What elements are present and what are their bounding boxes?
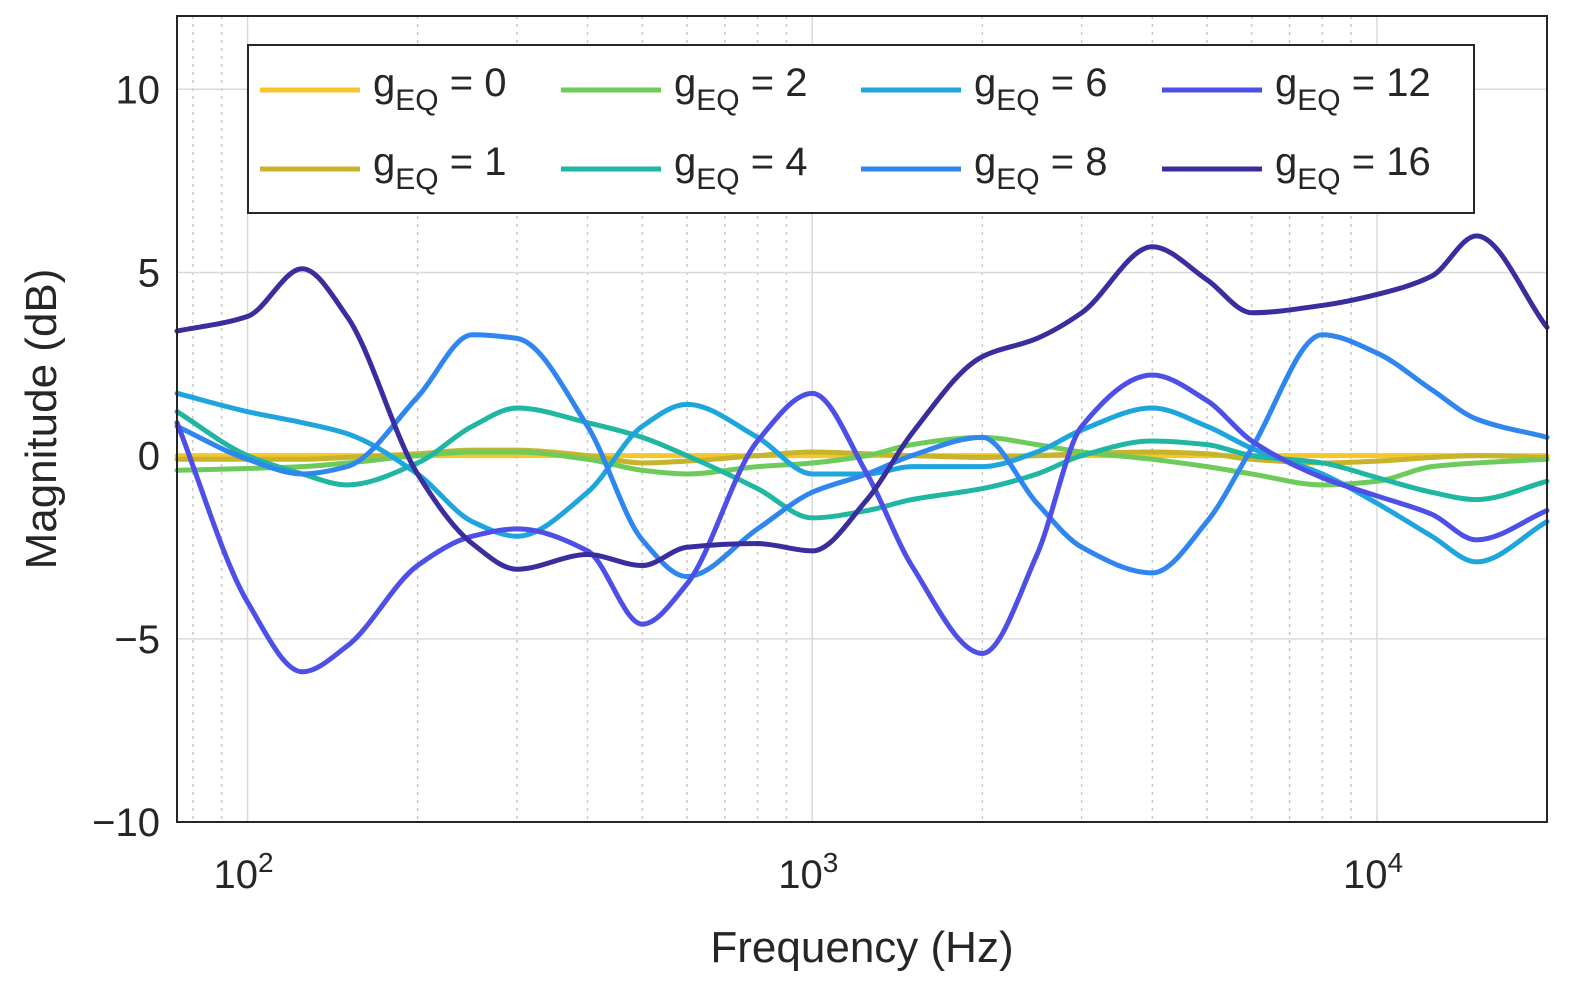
legend-box [247, 44, 1475, 214]
legend-value: = 8 [1040, 140, 1108, 184]
x-tick-exponent: 3 [823, 847, 839, 878]
legend-symbol: g [674, 61, 696, 105]
y-tick-label: 5 [138, 251, 160, 295]
y-tick-label: −5 [114, 618, 160, 662]
legend-symbol: g [1275, 61, 1297, 105]
legend-entry-0: gEQ = 0 [373, 61, 506, 117]
legend-value: = 16 [1341, 140, 1431, 184]
x-tick-label: 104 [1343, 847, 1403, 897]
y-tick-label: 0 [138, 435, 160, 479]
x-tick-base: 10 [778, 853, 823, 897]
x-tick-label: 103 [778, 847, 838, 897]
y-tick-label: 10 [116, 68, 161, 112]
legend-symbol: g [974, 61, 996, 105]
legend-value: = 6 [1040, 61, 1108, 105]
legend-subscript: EQ [395, 163, 438, 196]
legend-subscript: EQ [996, 163, 1039, 196]
legend-subscript: EQ [696, 163, 739, 196]
series-line-6 [174, 372, 1550, 675]
series-line-7 [174, 233, 1550, 572]
legend-subscript: EQ [395, 84, 438, 117]
legend-symbol: g [1275, 140, 1297, 184]
legend-symbol: g [373, 140, 395, 184]
legend-value: = 4 [740, 140, 808, 184]
y-axis-label: Magnitude (dB) [17, 269, 66, 570]
legend-entry-4: gEQ = 6 [974, 61, 1107, 117]
legend-subscript: EQ [1297, 163, 1340, 196]
legend-entry-3: gEQ = 4 [674, 140, 807, 196]
plot-frame [176, 15, 1548, 823]
x-tick-base: 10 [214, 853, 259, 897]
legend-symbol: g [674, 140, 696, 184]
legend-entry-6: gEQ = 12 [1275, 61, 1431, 117]
y-tick-labels: 10 5 0 −5 −10 [92, 68, 160, 845]
x-tick-base: 10 [1343, 853, 1388, 897]
x-tick-exponent: 4 [1387, 847, 1403, 878]
legend-value: = 12 [1341, 61, 1431, 105]
x-axis-label: Frequency (Hz) [710, 923, 1013, 972]
legend-symbol: g [974, 140, 996, 184]
series-line-3 [174, 405, 1550, 521]
legend-value: = 2 [740, 61, 808, 105]
legend-symbol: g [373, 61, 395, 105]
x-tick-exponent: 2 [258, 847, 274, 878]
x-tick-label: 102 [214, 847, 274, 897]
x-tick-labels: 102 103 104 [214, 847, 1404, 897]
y-tick-label: −10 [92, 801, 160, 845]
legend-subscript: EQ [696, 84, 739, 117]
legend-entry-7: gEQ = 16 [1275, 140, 1431, 196]
legend-entry-2: gEQ = 2 [674, 61, 807, 117]
legend-subscript: EQ [996, 84, 1039, 117]
legend-value: = 0 [439, 61, 507, 105]
series-line-2 [174, 434, 1550, 488]
legend-entry-5: gEQ = 8 [974, 140, 1107, 196]
legend-value: = 1 [439, 140, 507, 184]
legend-subscript: EQ [1297, 84, 1340, 117]
series-layer [174, 233, 1550, 675]
legend-entry-1: gEQ = 1 [373, 140, 506, 196]
